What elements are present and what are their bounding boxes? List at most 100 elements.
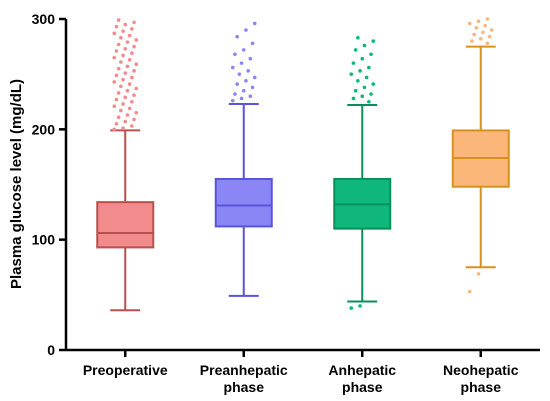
outlier-point: [114, 73, 119, 78]
outlier-point: [244, 28, 248, 32]
x-category-label: phase: [461, 379, 502, 395]
outlier-point: [483, 23, 487, 28]
outlier-point: [237, 72, 242, 76]
outlier-point: [114, 24, 119, 29]
outlier-point: [121, 126, 125, 131]
box-0: [96, 18, 155, 312]
outlier-point: [127, 58, 132, 62]
outlier-point: [119, 35, 123, 40]
outlier-point: [121, 102, 125, 106]
iqr-box: [96, 201, 155, 249]
outlier-point: [121, 53, 125, 58]
outlier-point: [134, 110, 139, 115]
outlier-point: [252, 75, 257, 80]
outlier-point: [130, 99, 134, 104]
outlier-point: [123, 46, 128, 51]
outlier-point: [356, 78, 360, 83]
outlier-point: [112, 104, 117, 108]
outlier-point: [112, 127, 117, 132]
outlier-point: [127, 33, 132, 38]
outlier-point: [349, 306, 354, 310]
outlier-point: [123, 119, 128, 124]
outlier-point: [134, 62, 139, 67]
outlier-point: [349, 72, 354, 76]
y-axis-title: Plasma glucose level (mg/dL): [8, 79, 25, 289]
outlier-point: [127, 82, 132, 86]
outlier-point: [351, 96, 356, 101]
outlier-point: [250, 85, 255, 90]
outlier-point: [114, 49, 119, 53]
outlier-point: [123, 71, 128, 75]
outlier-point: [123, 22, 128, 27]
outlier-point: [114, 97, 119, 102]
outlier-point: [116, 42, 121, 47]
outlier-point: [130, 27, 134, 31]
box-2: [333, 35, 392, 310]
outlier-point: [119, 60, 123, 64]
outlier-point: [239, 96, 244, 101]
outlier-point: [244, 78, 248, 83]
outlier-point: [364, 75, 369, 80]
box-1: [214, 21, 273, 297]
outlier-point: [116, 18, 121, 22]
outlier-point: [119, 84, 123, 89]
outlier-point: [119, 108, 123, 113]
outlier-point: [474, 26, 479, 30]
outlier-point: [241, 88, 246, 93]
outlier-point: [241, 48, 246, 52]
outlier-point: [371, 39, 376, 43]
outlier-point: [248, 94, 253, 99]
outlier-point: [123, 95, 128, 100]
outlier-point: [132, 44, 136, 49]
y-axis: 0 100 200 300: [32, 11, 68, 358]
outlier-point: [134, 86, 139, 91]
outlier-point: [252, 21, 257, 26]
outlier-point: [125, 40, 130, 44]
outlier-point: [353, 48, 358, 52]
outlier-point: [112, 55, 117, 60]
outlier-point: [239, 61, 244, 65]
x-category-label: Anhepatic: [328, 362, 396, 378]
outlier-point: [476, 272, 481, 276]
outlier-point: [487, 34, 492, 39]
outlier-point: [121, 77, 125, 82]
outlier-point: [369, 92, 373, 96]
outlier-point: [367, 65, 371, 70]
outlier-point: [125, 64, 130, 69]
y-tick-label: 300: [32, 11, 56, 27]
outlier-point: [233, 92, 237, 96]
outlier-point: [351, 61, 356, 65]
outlier-point: [367, 99, 371, 104]
box-series: [96, 17, 510, 312]
outlier-point: [132, 20, 136, 25]
outlier-point: [130, 75, 134, 80]
outlier-point: [476, 19, 481, 24]
outlier-point: [362, 43, 367, 48]
outlier-point: [485, 41, 490, 46]
outlier-point: [358, 69, 362, 73]
outlier-point: [353, 88, 358, 93]
box-3: [451, 17, 510, 294]
x-category-label: Neohepatic: [443, 362, 519, 378]
x-axis: Preoperative PreanhepaticphaseAnhepaticph…: [66, 348, 540, 395]
x-category-label: Preanhepatic: [200, 362, 288, 378]
outlier-point: [371, 82, 376, 86]
outlier-point: [230, 65, 235, 70]
outlier-point: [478, 37, 483, 41]
outlier-point: [130, 124, 134, 128]
outlier-point: [470, 39, 474, 43]
outlier-point: [121, 29, 125, 33]
outlier-point: [246, 69, 250, 73]
x-category-label: Preoperative: [83, 362, 168, 378]
outlier-point: [125, 88, 130, 93]
outlier-point: [132, 117, 136, 122]
outlier-point: [369, 52, 373, 57]
outlier-point: [230, 98, 235, 103]
x-category-label: phase: [224, 379, 265, 395]
outlier-point: [127, 106, 132, 111]
outlier-point: [235, 34, 239, 39]
outlier-point: [116, 66, 121, 71]
outlier-point: [250, 41, 255, 46]
outlier-point: [481, 30, 485, 35]
